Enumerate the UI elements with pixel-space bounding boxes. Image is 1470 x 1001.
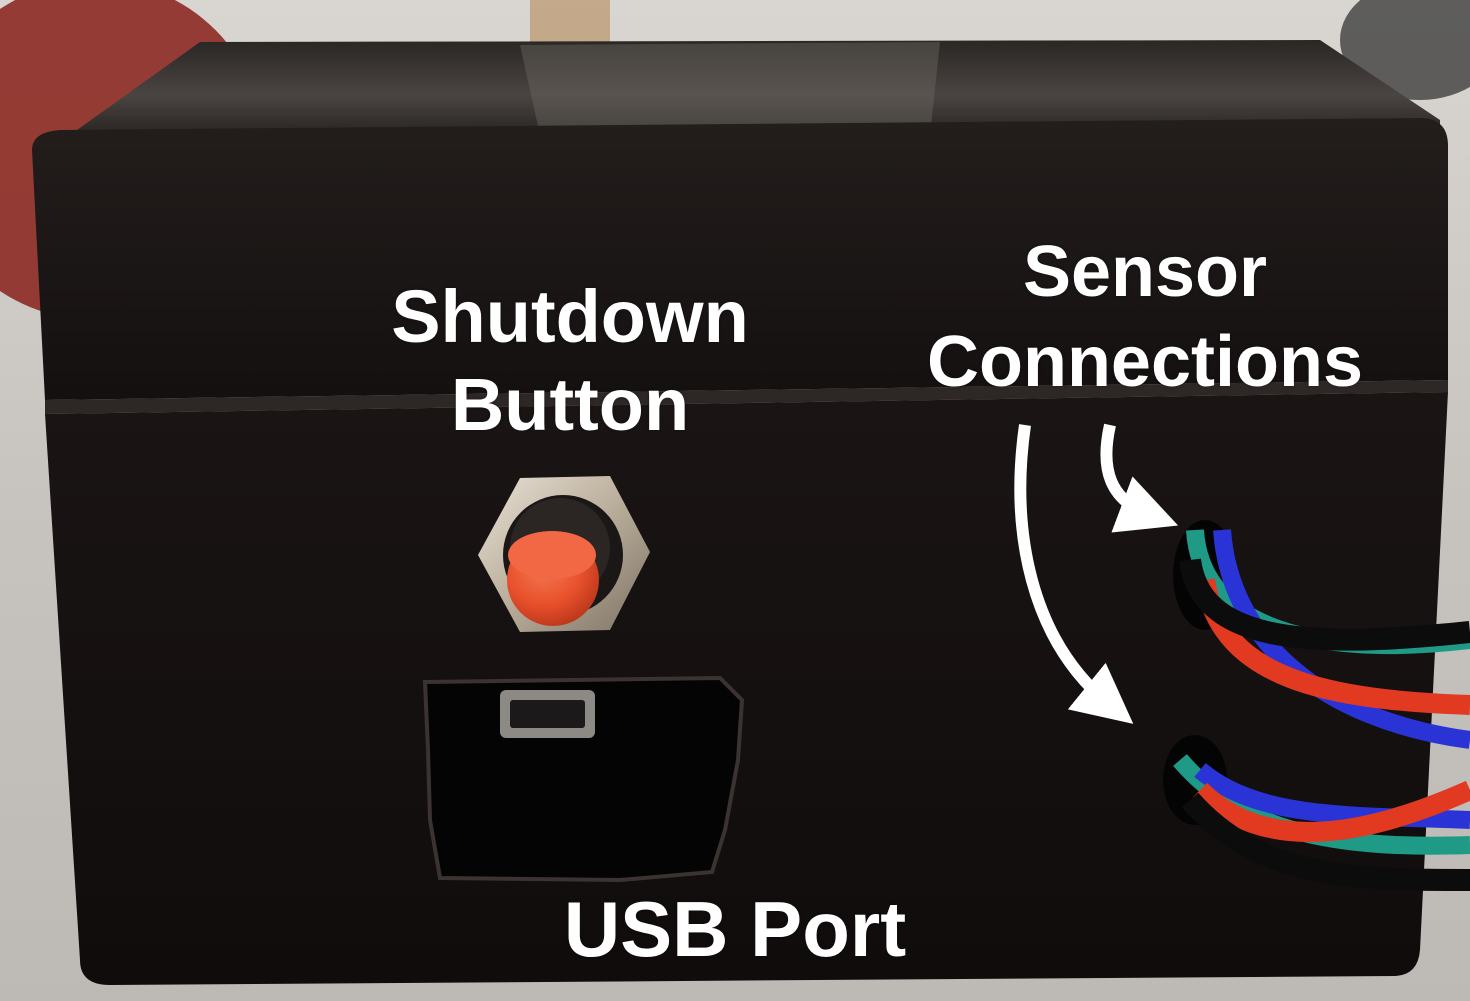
shutdown-button-top [508,531,596,579]
wire-red-bottom [1192,780,1470,842]
shutdown-label-line2: Button [450,363,690,446]
lid-reflection [520,42,940,135]
background-cable [1340,0,1470,100]
usb-label-text: USB Port [563,885,907,973]
usb-port-label: USB Port [540,890,930,968]
sensor-label-line2: Connections [926,322,1363,402]
shutdown-button-label: Shutdown Button [370,280,770,442]
arrow-to-bottom-connection [1014,424,1134,724]
shutdown-label-line1: Shutdown [391,275,749,358]
sensor-label-line1: Sensor [1022,232,1268,312]
lid-seam [45,380,1448,414]
sensor-connections-label: Sensor Connections [900,236,1390,398]
usb-port-slot [510,700,585,728]
wire-black-bottom [1181,792,1470,891]
wire-black-top [1179,558,1470,651]
arrow-to-top-connection [1100,423,1179,533]
body-front [45,392,1448,985]
lid-front [32,118,1448,400]
